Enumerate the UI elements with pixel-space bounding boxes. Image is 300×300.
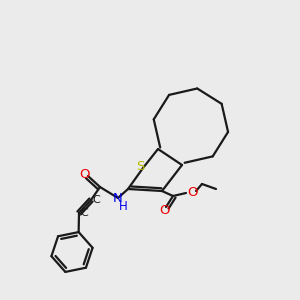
Text: C: C — [92, 195, 100, 205]
Text: H: H — [118, 200, 127, 212]
Text: S: S — [136, 160, 144, 173]
Text: C: C — [80, 208, 88, 218]
Text: O: O — [79, 169, 89, 182]
Text: O: O — [187, 185, 197, 199]
Text: O: O — [160, 203, 170, 217]
Text: N: N — [113, 193, 123, 206]
